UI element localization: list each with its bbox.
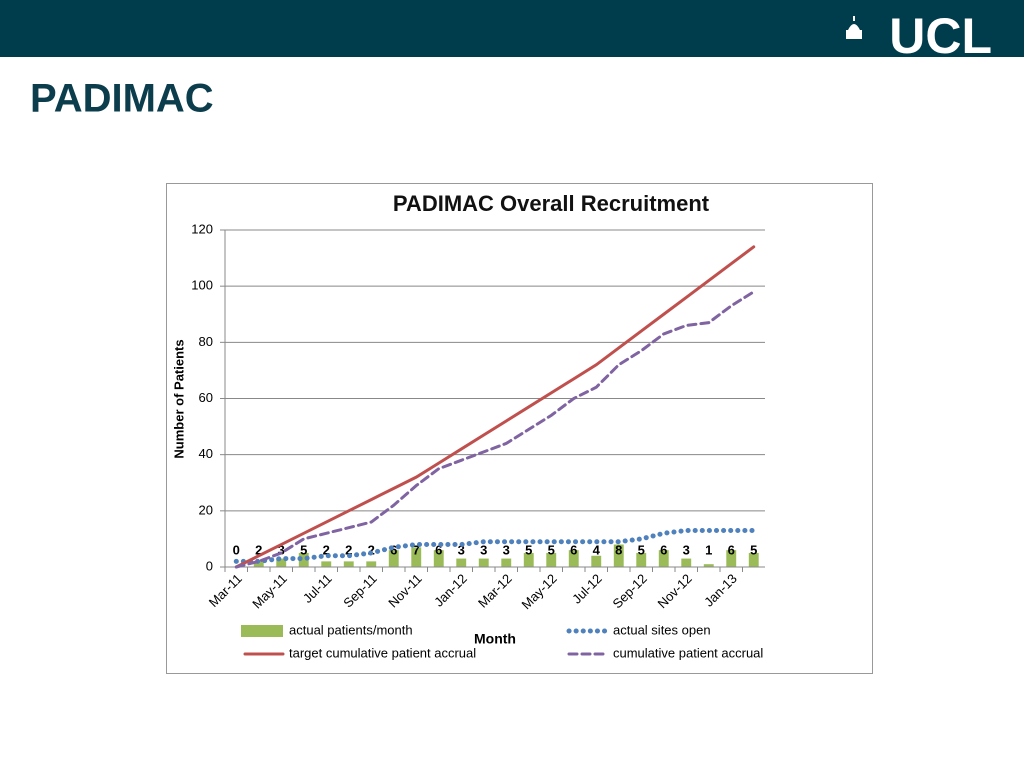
chart-frame bbox=[166, 183, 873, 674]
bar bbox=[703, 564, 714, 567]
bar bbox=[433, 550, 444, 567]
legend-label: actual patients/month bbox=[289, 622, 413, 637]
bar-label: 5 bbox=[525, 542, 532, 557]
bar-label: 6 bbox=[390, 542, 397, 557]
bar bbox=[343, 561, 354, 567]
chart-title: PADIMAC Overall Recruitment bbox=[393, 191, 710, 216]
bar-label: 8 bbox=[615, 542, 622, 557]
bar bbox=[636, 552, 647, 567]
slide-title: PADIMAC bbox=[30, 77, 214, 121]
bar bbox=[546, 552, 557, 567]
bar bbox=[568, 550, 579, 567]
bar-label: 3 bbox=[683, 542, 690, 557]
line-series bbox=[233, 527, 757, 564]
bar bbox=[658, 550, 669, 567]
y-tick-label: 0 bbox=[206, 558, 213, 573]
bar bbox=[613, 544, 624, 567]
bar bbox=[478, 558, 489, 567]
bar-label: 5 bbox=[750, 542, 757, 557]
bar bbox=[411, 547, 422, 567]
logo-icon bbox=[846, 16, 862, 39]
bar-label: 3 bbox=[480, 542, 487, 557]
bar-label: 6 bbox=[728, 542, 735, 557]
bar bbox=[591, 555, 602, 567]
bar bbox=[276, 558, 287, 567]
y-tick-label: 120 bbox=[191, 221, 213, 236]
bar bbox=[726, 550, 737, 567]
bar bbox=[681, 558, 692, 567]
legend-label: cumulative patient accrual bbox=[613, 645, 763, 660]
bar-label: 6 bbox=[660, 542, 667, 557]
bar-label: 6 bbox=[570, 542, 577, 557]
bar-label: 2 bbox=[323, 542, 330, 557]
bar-label: 2 bbox=[255, 542, 262, 557]
bar-label: 7 bbox=[413, 542, 420, 557]
legend-swatch bbox=[241, 625, 283, 637]
header-bar bbox=[0, 0, 1024, 57]
x-axis-title: Month bbox=[474, 631, 516, 647]
bar-label: 3 bbox=[278, 542, 285, 557]
line-series bbox=[234, 245, 756, 569]
y-tick-label: 80 bbox=[199, 334, 213, 349]
y-tick-label: 100 bbox=[191, 278, 213, 293]
y-axis-title: Number of Patients bbox=[171, 339, 186, 458]
bar-label: 6 bbox=[435, 542, 442, 557]
bar-label: 2 bbox=[368, 542, 375, 557]
bar bbox=[298, 552, 309, 567]
bar bbox=[366, 561, 377, 567]
bar-label: 3 bbox=[458, 542, 465, 557]
bar-label: 2 bbox=[345, 542, 352, 557]
bar bbox=[253, 561, 264, 567]
bar-label: 4 bbox=[593, 542, 601, 557]
bar bbox=[321, 561, 332, 567]
bar-label: 5 bbox=[638, 542, 645, 557]
y-tick-label: 20 bbox=[199, 502, 213, 517]
bar bbox=[748, 552, 759, 567]
bar bbox=[388, 550, 399, 567]
bar bbox=[501, 558, 512, 567]
bar-label: 3 bbox=[503, 542, 510, 557]
line-series bbox=[234, 290, 756, 569]
bar-label: 1 bbox=[705, 542, 712, 557]
legend-label: actual sites open bbox=[613, 622, 711, 637]
bar bbox=[523, 552, 534, 567]
bar-label: 5 bbox=[548, 542, 555, 557]
y-tick-label: 40 bbox=[199, 446, 213, 461]
logo: UCL bbox=[889, 8, 992, 64]
legend-label: target cumulative patient accrual bbox=[289, 645, 476, 660]
bar bbox=[456, 558, 467, 567]
y-tick-label: 60 bbox=[199, 390, 213, 405]
bar-label: 5 bbox=[300, 542, 307, 557]
bar-label: 0 bbox=[233, 542, 240, 557]
